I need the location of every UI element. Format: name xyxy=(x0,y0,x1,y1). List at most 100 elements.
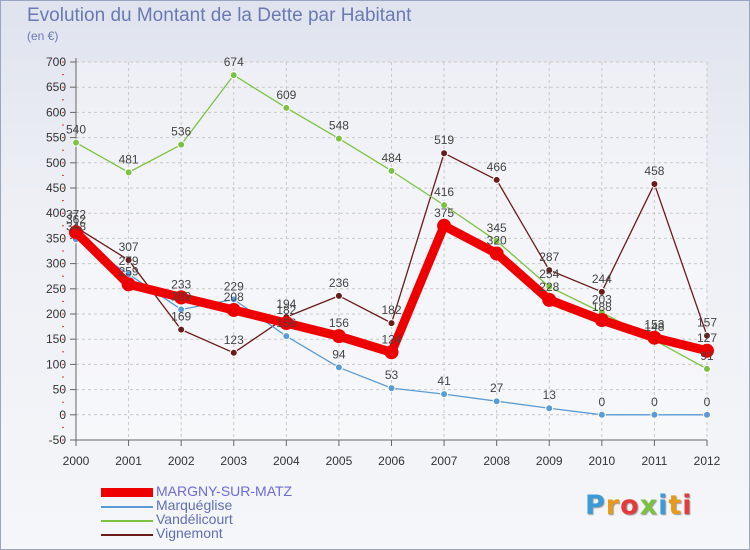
x-tick-label: 2011 xyxy=(642,454,668,468)
y-tick-label: 100 xyxy=(46,357,66,371)
logo-letter: P xyxy=(585,490,606,521)
y-tick-label: 650 xyxy=(46,80,66,94)
data-label-marqueglise: 94 xyxy=(332,347,346,361)
data-point-vandelicourt xyxy=(492,236,501,245)
y-tick-label: 200 xyxy=(46,307,66,321)
data-label-vandelicourt: 148 xyxy=(644,320,664,334)
data-label-vandelicourt: 203 xyxy=(592,292,612,306)
data-label-marqueglise: 348 xyxy=(66,219,86,233)
logo-letter: i xyxy=(658,490,669,521)
data-label-margny-sur-matz: 375 xyxy=(434,206,454,220)
series-layer xyxy=(69,71,714,419)
data-label-vignemont: 182 xyxy=(381,303,401,317)
data-label-vignemont: 244 xyxy=(592,272,612,286)
data-point-vandelicourt xyxy=(282,103,291,112)
data-point-marqueglise xyxy=(492,397,501,406)
logo-letter: i xyxy=(682,490,693,521)
data-label-vandelicourt: 548 xyxy=(329,119,349,133)
data-label-marqueglise: 13 xyxy=(543,388,557,402)
data-point-vignemont xyxy=(124,256,133,265)
data-label-marqueglise: 209 xyxy=(171,289,191,303)
data-point-vignemont xyxy=(650,179,659,188)
data-label-vignemont: 194 xyxy=(276,297,296,311)
data-label-vandelicourt: 609 xyxy=(276,88,296,102)
data-label-margny-sur-matz: 156 xyxy=(329,316,349,330)
logo-letter: o xyxy=(620,490,640,521)
data-point-vignemont xyxy=(440,149,449,158)
y-tick-label: 300 xyxy=(46,257,66,271)
legend-label: Vignemont xyxy=(156,525,223,541)
data-label-marqueglise: 0 xyxy=(704,395,711,409)
x-tick-label: 2005 xyxy=(326,454,353,468)
data-point-marqueglise xyxy=(703,410,711,419)
legend-swatch xyxy=(101,520,153,522)
data-point-marqueglise xyxy=(545,404,554,413)
data-point-vandelicourt xyxy=(334,134,343,143)
data-point-vandelicourt xyxy=(229,71,238,80)
data-label-vignemont: 466 xyxy=(487,160,507,174)
data-point-vignemont xyxy=(387,319,396,328)
data-point-vignemont xyxy=(177,325,186,334)
data-label-vandelicourt: 416 xyxy=(434,185,454,199)
chart-subtitle: (en €) xyxy=(27,29,59,43)
data-label-vignemont: 307 xyxy=(119,240,139,254)
data-label-vandelicourt: 91 xyxy=(700,349,714,363)
y-tick-label: -50 xyxy=(49,433,67,447)
logo-letter: t xyxy=(668,490,683,521)
data-label-margny-sur-matz: 208 xyxy=(224,290,244,304)
data-label-vignemont: 236 xyxy=(329,276,349,290)
data-point-margny-sur-matz xyxy=(174,290,189,305)
x-tick-label: 2012 xyxy=(694,454,721,468)
x-tick-label: 2010 xyxy=(588,454,615,468)
data-point-marqueglise xyxy=(334,363,343,372)
data-point-margny-sur-matz xyxy=(647,330,662,345)
data-label-margny-sur-matz: 153 xyxy=(644,318,664,332)
y-tick-label: 700 xyxy=(46,55,66,69)
data-point-margny-sur-matz xyxy=(279,316,294,331)
data-label-margny-sur-matz: 228 xyxy=(539,280,559,294)
data-point-vandelicourt xyxy=(703,364,711,373)
data-label-vignemont: 458 xyxy=(644,164,664,178)
data-label-vignemont: 123 xyxy=(224,333,244,347)
data-point-vignemont xyxy=(545,266,554,275)
data-label-margny-sur-matz: 259 xyxy=(119,264,139,278)
x-tick-label: 2003 xyxy=(220,454,247,468)
data-point-vignemont xyxy=(229,348,238,357)
data-point-vandelicourt xyxy=(124,168,133,177)
data-point-vignemont xyxy=(492,175,501,184)
data-label-vandelicourt: 481 xyxy=(119,152,139,166)
data-label-vandelicourt: 540 xyxy=(66,123,86,137)
data-label-marqueglise: 229 xyxy=(224,279,244,293)
logo-letter: x xyxy=(639,490,659,521)
data-label-vandelicourt: 674 xyxy=(224,55,244,69)
data-point-margny-sur-matz xyxy=(226,302,241,317)
data-point-marqueglise xyxy=(440,390,449,399)
data-point-vignemont xyxy=(597,287,606,296)
data-label-vignemont: 519 xyxy=(434,133,454,147)
data-point-vandelicourt xyxy=(440,201,449,210)
data-label-marqueglise: 0 xyxy=(598,395,605,409)
data-point-margny-sur-matz xyxy=(384,345,399,360)
data-label-marqueglise: 53 xyxy=(385,368,399,382)
legend-label: MARGNY-SUR-MATZ xyxy=(156,483,293,499)
data-point-marqueglise xyxy=(177,305,186,314)
data-point-margny-sur-matz xyxy=(437,218,452,233)
data-label-margny-sur-matz: 127 xyxy=(697,331,717,345)
legend-swatch xyxy=(101,506,153,508)
data-label-marqueglise: 0 xyxy=(651,395,658,409)
proxiti-logo: Proxiti xyxy=(585,490,693,521)
data-point-marqueglise xyxy=(387,384,396,393)
grid-layer xyxy=(75,61,708,441)
legend-swatch xyxy=(101,534,153,536)
y-tick-label: 500 xyxy=(46,156,66,170)
data-point-margny-sur-matz xyxy=(542,292,557,307)
data-point-marqueglise xyxy=(282,332,291,341)
data-point-margny-sur-matz xyxy=(121,277,136,292)
logo-letter: r xyxy=(605,490,621,521)
data-point-vandelicourt xyxy=(72,138,80,147)
data-label-margny-sur-matz: 320 xyxy=(487,234,507,248)
x-tick-label: 2002 xyxy=(168,454,195,468)
data-label-margny-sur-matz: 124 xyxy=(381,332,401,346)
